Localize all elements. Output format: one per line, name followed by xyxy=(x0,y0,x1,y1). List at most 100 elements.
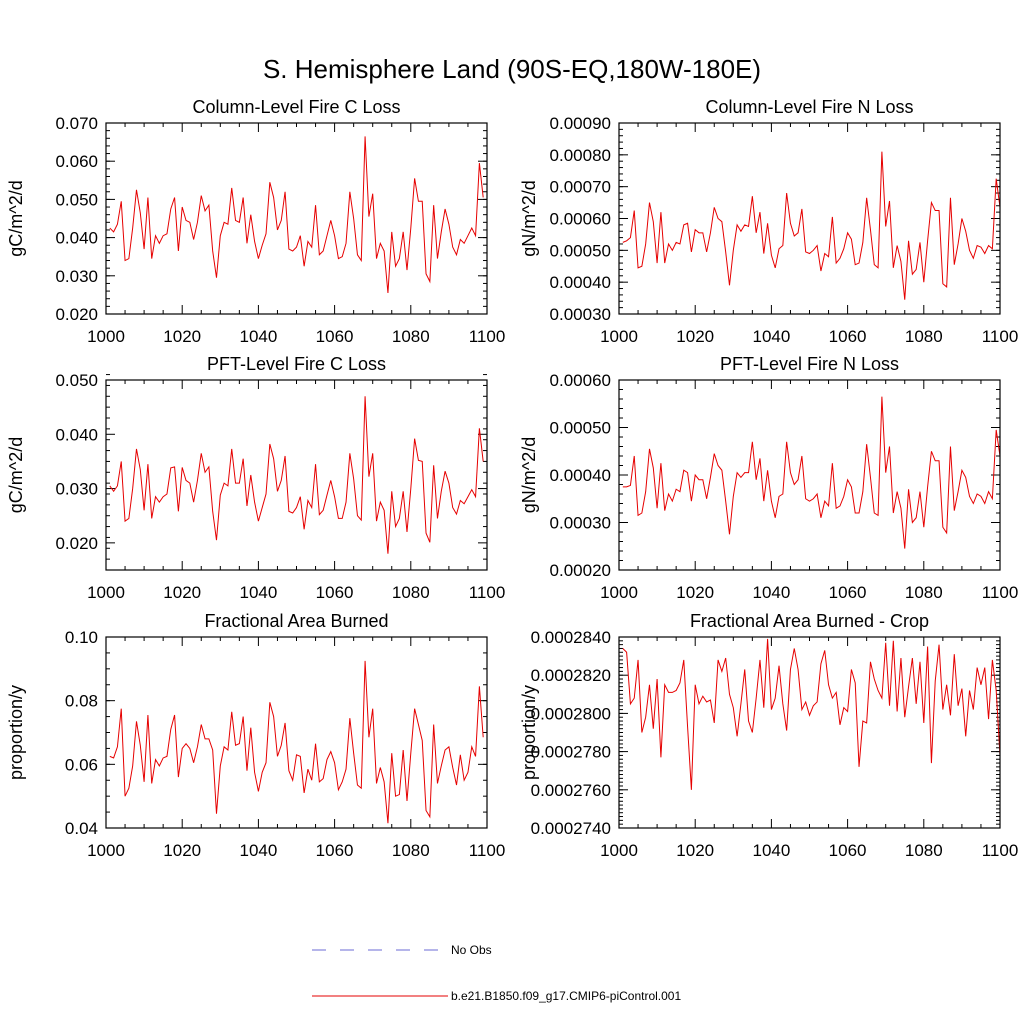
panel-title: Column-Level Fire C Loss xyxy=(192,97,400,117)
x-tick-label: 1100 xyxy=(982,841,1019,860)
x-tick-label: 1000 xyxy=(87,583,125,602)
y-tick-label: 0.00030 xyxy=(550,514,611,533)
y-tick-label: 0.04 xyxy=(65,819,98,838)
plot-frame xyxy=(618,379,1001,571)
plot-frame xyxy=(105,122,488,315)
x-tick-label: 1060 xyxy=(829,841,867,860)
x-tick-label: 1100 xyxy=(469,327,506,346)
x-tick-label: 1020 xyxy=(163,583,201,602)
y-tick-label: 0.0002740 xyxy=(531,819,611,838)
legend-model-label: b.e21.B1850.f09_g17.CMIP6-piControl.001 xyxy=(451,989,681,1003)
plot-frame xyxy=(105,379,488,571)
series-line xyxy=(622,638,1000,790)
y-axis-label: gC/m^2/d xyxy=(6,180,26,256)
legend: No Obs b.e21.B1850.f09_g17.CMIP6-piContr… xyxy=(312,943,681,1003)
y-tick-label: 0.040 xyxy=(55,425,98,444)
y-tick-label: 0.020 xyxy=(55,534,98,553)
panel-3: PFT-Level Fire C Loss gC/m^2/d 1000 1020 104… xyxy=(6,354,505,602)
y-tick-label: 0.0002840 xyxy=(531,628,611,647)
x-tick-label: 1080 xyxy=(392,327,430,346)
panel-title: Fractional Area Burned xyxy=(204,611,388,631)
x-tick-label: 1060 xyxy=(316,327,354,346)
x-tick-label: 1060 xyxy=(316,583,354,602)
plot-frame xyxy=(618,122,1001,315)
panel-2: Column-Level Fire N Loss gN/m^2/d 1000 1020… xyxy=(519,97,1018,346)
y-tick-label: 0.00050 xyxy=(550,419,611,438)
y-tick-label: 0.00050 xyxy=(550,241,611,260)
panels: Column-Level Fire C Loss gC/m^2/d 1000 1020… xyxy=(6,97,1018,860)
x-tick-label: 1040 xyxy=(239,841,277,860)
series-line xyxy=(109,136,484,294)
x-tick-label: 1000 xyxy=(600,583,638,602)
x-tick-label: 1020 xyxy=(676,583,714,602)
y-tick-label: 0.08 xyxy=(65,692,98,711)
y-tick-label: 0.0002800 xyxy=(531,704,611,723)
panel-4: PFT-Level Fire N Loss gN/m^2/d 1000 1020 104… xyxy=(519,354,1018,602)
x-tick-label: 1020 xyxy=(676,841,714,860)
x-tick-label: 1040 xyxy=(752,327,790,346)
y-axis-label: proportion/y xyxy=(6,685,26,780)
x-tick-label: 1000 xyxy=(600,327,638,346)
x-tick-label: 1080 xyxy=(905,327,943,346)
y-axis-label: gC/m^2/d xyxy=(6,437,26,513)
panel-title: PFT-Level Fire N Loss xyxy=(720,354,899,374)
x-tick-label: 1000 xyxy=(600,841,638,860)
x-tick-label: 1000 xyxy=(87,327,125,346)
y-tick-label: 0.050 xyxy=(55,190,98,209)
y-tick-label: 0.030 xyxy=(55,267,98,286)
x-tick-label: 1020 xyxy=(163,327,201,346)
series-line xyxy=(109,660,484,824)
y-tick-label: 0.020 xyxy=(55,305,98,324)
x-tick-label: 1060 xyxy=(316,841,354,860)
plot-frame xyxy=(618,636,1001,829)
y-tick-label: 0.030 xyxy=(55,480,98,499)
panel-6: Fractional Area Burned - Crop proportion/… xyxy=(519,611,1018,860)
x-tick-label: 1100 xyxy=(469,841,506,860)
x-tick-label: 1100 xyxy=(982,327,1019,346)
y-tick-label: 0.050 xyxy=(55,371,98,390)
plot-frame xyxy=(105,636,488,829)
panel-5: Fractional Area Burned proportion/y 1000 10… xyxy=(6,611,505,860)
y-tick-label: 0.00080 xyxy=(550,146,611,165)
x-tick-label: 1040 xyxy=(239,327,277,346)
x-tick-label: 1020 xyxy=(163,841,201,860)
panel-title: Fractional Area Burned - Crop xyxy=(690,611,929,631)
series-line xyxy=(622,396,1000,549)
x-tick-label: 1040 xyxy=(752,583,790,602)
x-tick-label: 1040 xyxy=(752,841,790,860)
x-tick-label: 1000 xyxy=(87,841,125,860)
x-tick-label: 1080 xyxy=(392,583,430,602)
y-tick-label: 0.00020 xyxy=(550,561,611,580)
y-tick-label: 0.00090 xyxy=(550,114,611,133)
x-tick-label: 1080 xyxy=(905,583,943,602)
y-tick-label: 0.00040 xyxy=(550,466,611,485)
x-tick-label: 1060 xyxy=(829,583,867,602)
y-tick-label: 0.0002780 xyxy=(531,743,611,762)
figure-title: S. Hemisphere Land (90S-EQ,180W-180E) xyxy=(263,54,761,84)
x-tick-label: 1100 xyxy=(469,583,506,602)
y-tick-label: 0.040 xyxy=(55,229,98,248)
y-axis-label: gN/m^2/d xyxy=(519,180,539,256)
y-tick-label: 0.00060 xyxy=(550,371,611,390)
y-tick-label: 0.060 xyxy=(55,152,98,171)
x-tick-label: 1100 xyxy=(982,583,1019,602)
y-tick-label: 0.070 xyxy=(55,114,98,133)
series-line xyxy=(109,396,484,554)
y-tick-label: 0.06 xyxy=(65,755,98,774)
y-tick-label: 0.10 xyxy=(65,628,98,647)
x-tick-label: 1080 xyxy=(392,841,430,860)
y-axis-label: proportion/y xyxy=(519,685,539,780)
panel-1: Column-Level Fire C Loss gC/m^2/d 1000 1020… xyxy=(6,97,505,346)
y-tick-label: 0.00030 xyxy=(550,305,611,324)
x-tick-label: 1020 xyxy=(676,327,714,346)
y-axis-label: gN/m^2/d xyxy=(519,437,539,513)
y-tick-label: 0.0002760 xyxy=(531,781,611,800)
panel-title: PFT-Level Fire C Loss xyxy=(207,354,386,374)
x-tick-label: 1080 xyxy=(905,841,943,860)
y-tick-label: 0.00060 xyxy=(550,210,611,229)
y-tick-label: 0.00040 xyxy=(550,273,611,292)
panel-title: Column-Level Fire N Loss xyxy=(705,97,913,117)
x-tick-label: 1060 xyxy=(829,327,867,346)
y-tick-label: 0.0002820 xyxy=(531,666,611,685)
